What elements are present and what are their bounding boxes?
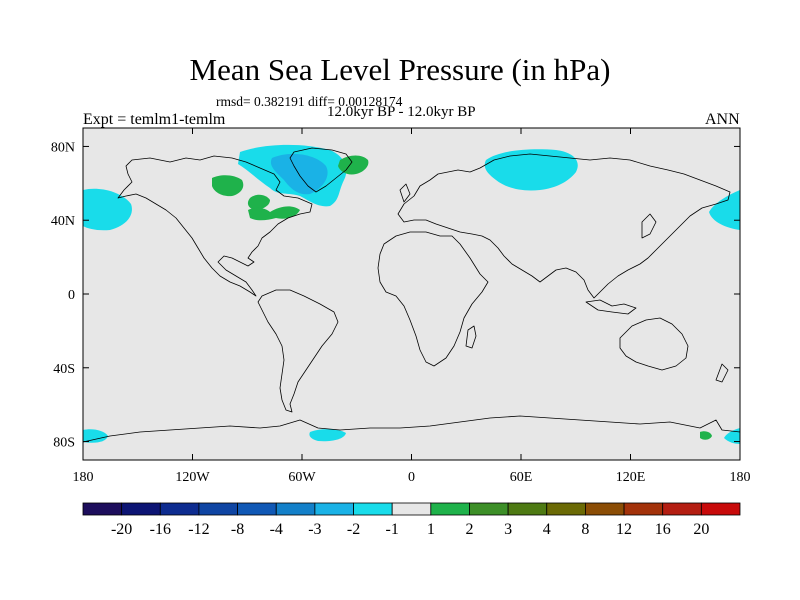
antarctic-negative-3 (724, 428, 740, 444)
x-tick-label: 120E (616, 470, 646, 485)
colorbar-label: 4 (543, 521, 551, 538)
colorbar-swatch (82, 502, 123, 516)
colorbar-label: -12 (188, 521, 209, 538)
coast-australia (619, 317, 689, 371)
colorbar-label: -16 (150, 521, 171, 538)
colorbar-label: -8 (231, 521, 244, 538)
map-background (83, 128, 740, 460)
colorbar-label: 1 (427, 521, 435, 538)
coast-north-america (117, 155, 313, 297)
plot-title: Mean Sea Level Pressure (in hPa) (189, 52, 611, 87)
y-tick-label: 0 (68, 288, 75, 303)
colorbar-swatch (662, 502, 702, 516)
colorbar-label: -4 (270, 521, 283, 538)
coast-greenland (289, 147, 353, 193)
canada-positive (212, 175, 244, 197)
colorbar-label: 2 (465, 521, 473, 538)
colorbar-swatch (198, 502, 238, 516)
north-pacific-east-negative (709, 190, 740, 230)
x-tick-label: 0 (408, 470, 415, 485)
colorbar-label: 16 (655, 521, 671, 538)
colorbar-swatch (700, 502, 741, 516)
colorbar-label: 12 (616, 521, 632, 538)
antarctic-negative-1 (83, 429, 108, 443)
x-tick-label: 180 (730, 470, 751, 485)
colorbar-label: -3 (308, 521, 321, 538)
colorbar-swatch (121, 502, 161, 516)
colorbar-label: -20 (111, 521, 132, 538)
colorbar-swatch (546, 502, 586, 516)
colorbar-swatch (159, 502, 200, 516)
us-east-positive (248, 206, 300, 221)
antarctic-positive (700, 431, 712, 440)
colorbar-label: -1 (386, 521, 399, 538)
coast-south-america (257, 289, 339, 413)
x-tick-label: 60W (288, 470, 316, 485)
greenland-east-positive (338, 155, 369, 175)
season-label: ANN (705, 111, 740, 128)
colorbar-swatch (353, 502, 393, 516)
colorbar-label: 8 (581, 521, 589, 538)
colorbar-swatch (507, 502, 548, 516)
colorbar: -20 -16 -12 -8 -4 -3 -2 -1 1 2 3 4 8 12 16 20 (82, 502, 741, 538)
coast-new-zealand (715, 363, 729, 383)
anomaly-layer (83, 144, 740, 444)
coast-antarctica (82, 415, 741, 443)
coast-eurasia (397, 153, 731, 299)
north-pacific-west-negative (83, 188, 132, 231)
y-tick-label: 80S (53, 436, 75, 451)
coast-japan (641, 213, 657, 239)
periods-line: 12.0kyr BP - 12.0kyr BP (327, 104, 476, 120)
x-tick-label: 60E (510, 470, 533, 485)
siberia-negative (484, 149, 578, 191)
axis-ticks: 180 120W 60W 0 60E 120E 180 80N 40N 0 40S 80S (51, 128, 751, 485)
coast-british-isles (399, 183, 411, 203)
colorbar-swatch (237, 502, 277, 516)
y-tick-label: 40N (51, 214, 75, 229)
colorbar-swatch (391, 502, 432, 516)
colorbar-label: -2 (347, 521, 360, 538)
colorbar-swatch (623, 502, 664, 516)
coast-africa (377, 231, 489, 367)
antarctic-negative-2 (309, 429, 346, 442)
colorbar-label: 3 (504, 521, 512, 538)
colorbar-swatch (430, 502, 470, 516)
hudson-positive (247, 194, 270, 210)
experiment-label: Expt = temlm1-temlm (83, 111, 226, 128)
y-tick-label: 40S (53, 362, 75, 377)
colorbar-swatch (469, 502, 509, 516)
colorbar-label: 20 (693, 521, 709, 538)
coast-madagascar (465, 325, 477, 349)
colorbar-swatch (275, 502, 316, 516)
y-tick-label: 80N (51, 140, 75, 155)
x-tick-label: 120W (175, 470, 210, 485)
colorbar-swatch (314, 502, 354, 516)
coast-indonesia (585, 299, 637, 315)
coastlines (82, 147, 741, 443)
colorbar-swatch (585, 502, 625, 516)
stats-line: rmsd= 0.382191 diff= 0.00128174 (216, 94, 403, 109)
x-tick-label: 180 (73, 470, 94, 485)
